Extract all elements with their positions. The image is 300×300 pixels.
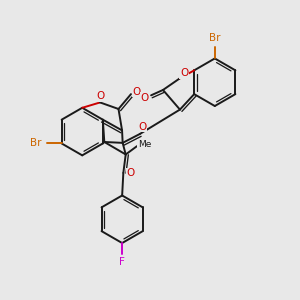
Text: O: O [140, 93, 149, 103]
Text: O: O [133, 87, 141, 97]
Text: Br: Br [30, 139, 41, 148]
Text: O: O [138, 122, 146, 132]
Text: O: O [97, 91, 105, 101]
Text: O: O [180, 68, 188, 78]
Text: Br: Br [209, 33, 220, 43]
Text: Me: Me [138, 140, 151, 149]
Text: O: O [126, 169, 135, 178]
Text: F: F [119, 257, 125, 267]
